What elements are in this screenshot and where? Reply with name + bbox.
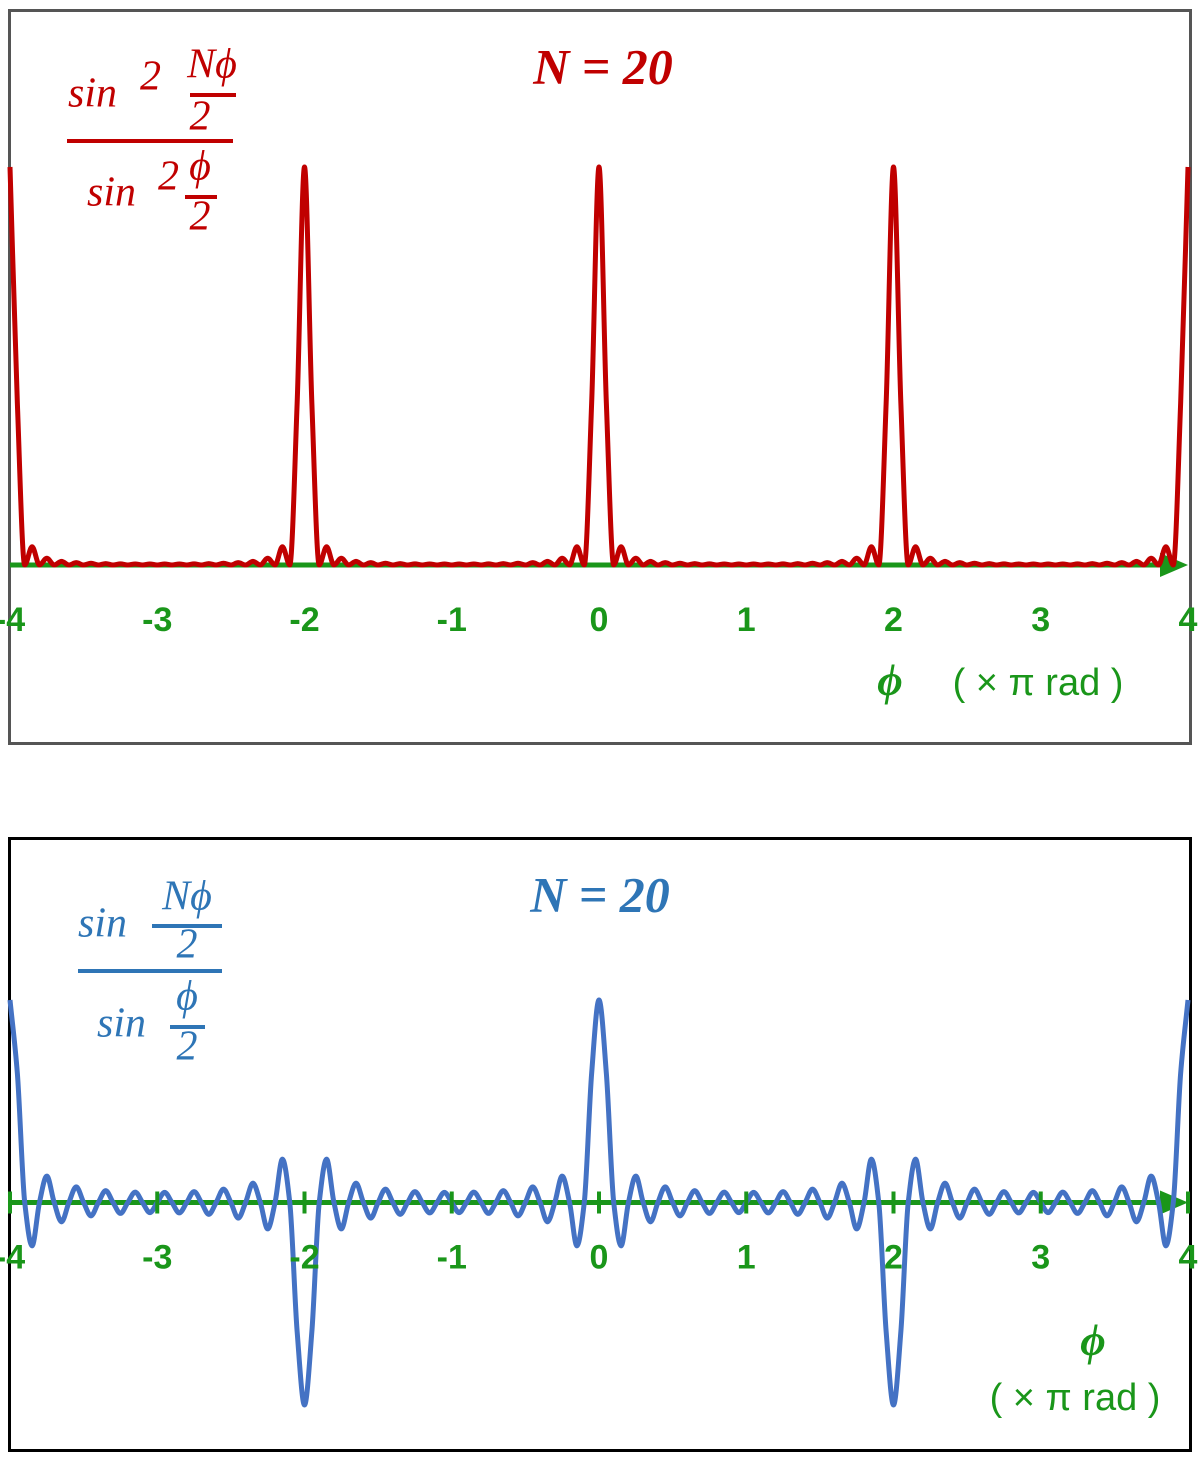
formula-arg: ϕ xyxy=(176,974,198,1020)
formula-exponent: 2 xyxy=(140,54,161,100)
formula-divisor: 2 xyxy=(190,94,211,140)
panel-frame xyxy=(8,837,1192,1452)
formula-arg: Nϕ xyxy=(161,874,212,920)
x-tick-label: -1 xyxy=(437,1238,467,1276)
x-tick-label: 4 xyxy=(1179,1238,1198,1276)
x-axis-symbol: ϕ xyxy=(877,656,902,705)
formula-func: sin xyxy=(97,1001,146,1047)
curve xyxy=(7,164,1191,568)
x-tick-label: 0 xyxy=(590,601,609,639)
formula-divisor: 2 xyxy=(177,922,198,968)
x-tick-label: 3 xyxy=(1031,601,1050,639)
panel-frame xyxy=(8,9,1192,745)
chart-title: N = 20 xyxy=(532,38,673,94)
x-tick-label: -4 xyxy=(0,601,25,639)
x-tick-label: 3 xyxy=(1031,1238,1050,1276)
x-tick-label: -2 xyxy=(289,1238,319,1276)
formula-arg: ϕ xyxy=(189,144,211,190)
x-axis-unit: ( × π rad ) xyxy=(990,1377,1161,1419)
formula-exponent: 2 xyxy=(158,154,179,200)
x-axis-symbol: ϕ xyxy=(1080,1316,1105,1365)
x-tick-label: 4 xyxy=(1179,601,1198,639)
x-tick-label: 2 xyxy=(884,601,903,639)
x-tick-label: 1 xyxy=(737,601,756,639)
x-tick-label: -4 xyxy=(0,1238,25,1276)
formula-divisor: 2 xyxy=(190,194,211,240)
x-axis-unit: ( × π rad ) xyxy=(953,662,1124,704)
x-tick-label: 1 xyxy=(737,1238,756,1276)
x-tick-label: -3 xyxy=(142,601,172,639)
formula-arg: Nϕ xyxy=(186,42,237,88)
x-tick-label: 2 xyxy=(884,1238,903,1276)
x-tick-label: 0 xyxy=(590,1238,609,1276)
formula-func: sin xyxy=(68,71,117,117)
chart-title: N = 20 xyxy=(529,866,670,922)
formula-func: sin xyxy=(78,901,127,947)
x-tick-label: -1 xyxy=(437,601,467,639)
x-tick-label: -3 xyxy=(142,1238,172,1276)
curve xyxy=(7,997,1191,1408)
formula-func: sin xyxy=(87,170,136,216)
formula-divisor: 2 xyxy=(177,1024,198,1070)
x-tick-label: -2 xyxy=(289,601,319,639)
